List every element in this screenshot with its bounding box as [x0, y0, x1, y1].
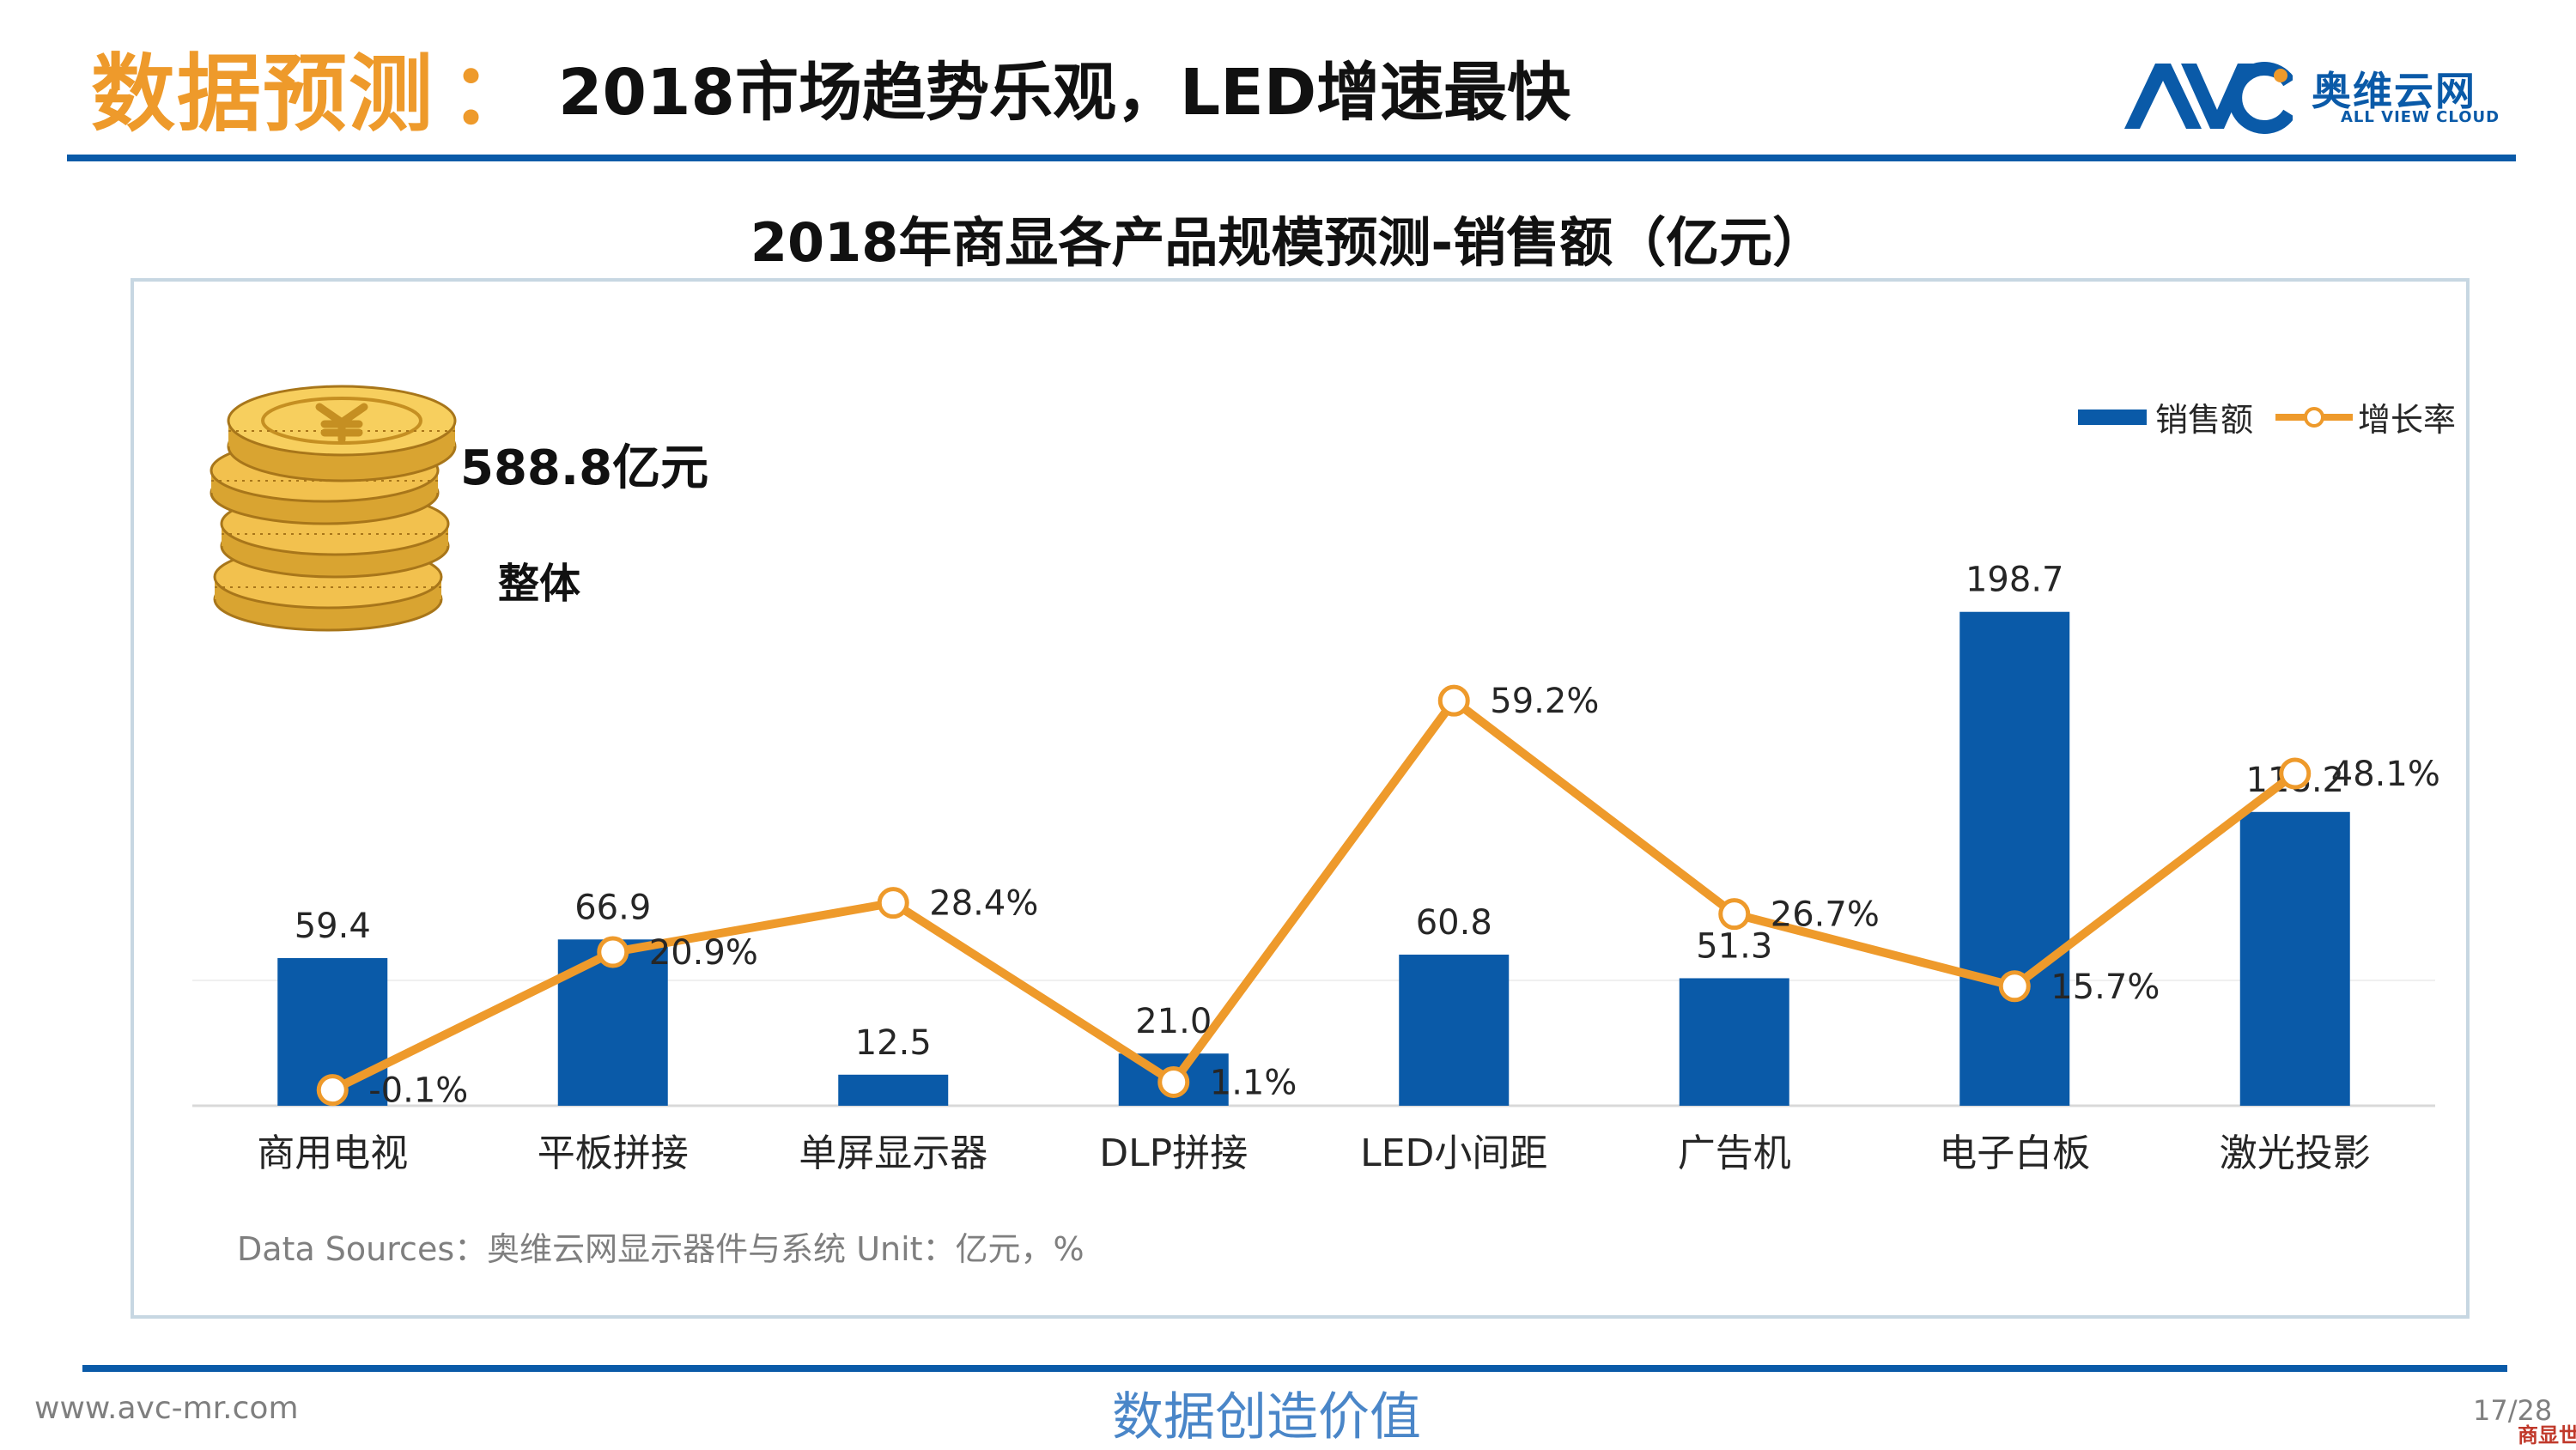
category-label-4: LED小间距 — [1360, 1131, 1547, 1175]
growth-point-7 — [2279, 757, 2312, 790]
footer-divider — [82, 1365, 2507, 1372]
growth-point-0 — [316, 1074, 349, 1107]
avc-logo: 奥维云网 ALL VIEW CLOUD — [2121, 57, 2516, 134]
growth-label-6: 15.7% — [2050, 968, 2160, 1007]
footer-slogan: 数据创造价值 — [1112, 1387, 1421, 1447]
growth-label-3: 1.1% — [1210, 1063, 1297, 1102]
growth-point-6 — [1998, 970, 2031, 1003]
growth-label-4: 59.2% — [1490, 682, 1599, 721]
bar-label-4: 60.8 — [1416, 903, 1492, 943]
category-label-7: 激光投影 — [2220, 1131, 2371, 1175]
yuan-coin-stack-icon — [210, 385, 457, 632]
growth-label-2: 28.4% — [929, 884, 1038, 924]
growth-line — [328, 696, 2300, 1095]
growth-point-4 — [1437, 684, 1470, 717]
bar-4 — [1399, 954, 1510, 1106]
category-label-1: 平板拼接 — [538, 1131, 689, 1175]
growth-point-2 — [877, 887, 909, 919]
logo-en-text: ALL VIEW CLOUD — [2341, 108, 2500, 126]
chart-frame — [131, 278, 2470, 1319]
total-label: 整体 — [498, 560, 581, 608]
bar-2 — [838, 1074, 949, 1106]
category-label-2: 单屏显示器 — [799, 1131, 987, 1175]
logo-cn-text: 奥维云网 — [2312, 68, 2476, 114]
growth-label-5: 26.7% — [1771, 895, 1880, 935]
bar-label-3: 21.0 — [1135, 1002, 1212, 1041]
source-note: Data Sources：奥维云网显示器件与系统 Unit：亿元，% — [237, 1230, 1084, 1268]
header-divider — [67, 155, 2516, 161]
header-accent: 数据预测 — [91, 46, 435, 143]
page-header: 数据预测 ： 2018市场趋势乐观，LED增速最快 — [91, 31, 1571, 143]
bar-label-1: 66.9 — [574, 888, 651, 927]
bar-5 — [1679, 978, 1789, 1106]
category-label-5: 广告机 — [1678, 1131, 1791, 1175]
bar-label-6: 198.7 — [1965, 561, 2064, 600]
total-value: 588.8亿元 — [460, 440, 709, 496]
category-label-0: 商用电视 — [257, 1131, 408, 1175]
bar-label-2: 12.5 — [855, 1023, 932, 1063]
growth-label-1: 20.9% — [649, 933, 758, 973]
legend-bar-swatch — [2078, 409, 2147, 425]
page-title: 2018市场趋势乐观，LED增速最快 — [558, 55, 1571, 130]
chart-title: 2018年商显各产品规模预测-销售额（亿元） — [750, 211, 1826, 274]
category-label-6: 电子白板 — [1939, 1131, 2090, 1175]
growth-point-1 — [597, 936, 629, 968]
footer-url[interactable]: www.avc-mr.com — [34, 1391, 299, 1426]
bar-label-0: 59.4 — [295, 907, 371, 946]
bar-6 — [1959, 611, 2070, 1106]
legend-line-label: 增长率 — [2358, 401, 2457, 439]
growth-label-0: -0.1% — [368, 1071, 468, 1111]
growth-point-3 — [1157, 1065, 1190, 1098]
bar-label-5: 51.3 — [1696, 926, 1772, 966]
growth-point-5 — [1718, 898, 1751, 931]
category-label-3: DLP拼接 — [1099, 1131, 1248, 1175]
legend-line-swatch — [2275, 406, 2354, 428]
page-number: 17/28 — [2473, 1394, 2553, 1427]
chart-legend: 销售额 增长率 — [2078, 393, 2456, 440]
bar-7 — [2239, 811, 2350, 1106]
growth-label-7: 48.1% — [2331, 755, 2440, 794]
legend-bar-label: 销售额 — [2155, 401, 2254, 439]
avc-logo-mark-icon — [2124, 62, 2293, 134]
header-colon: ： — [450, 46, 535, 143]
watermark: 商显世界 — [2518, 1423, 2576, 1447]
